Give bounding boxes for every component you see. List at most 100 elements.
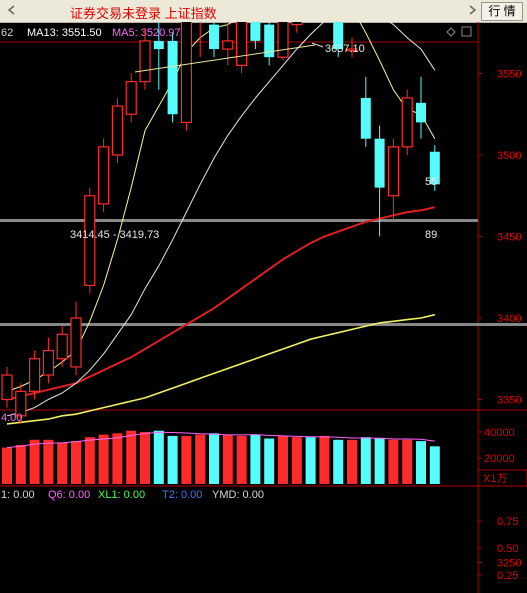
ma55-label: 55 <box>425 176 437 188</box>
candle-body-down <box>429 151 440 185</box>
volume-bar <box>278 435 288 484</box>
volume-bar <box>181 435 192 484</box>
candlestick[interactable] <box>139 27 151 90</box>
candle-body-down <box>333 22 344 50</box>
candlestick[interactable] <box>346 37 358 58</box>
candle-body-down <box>264 24 275 58</box>
volume-bar <box>195 434 206 484</box>
volume-bar <box>416 441 426 484</box>
candlestick[interactable] <box>250 22 261 50</box>
indicator-legend-q6: Q6: 0.00 <box>48 489 90 501</box>
legend-ma13: MA13: 3551.50 <box>27 27 102 39</box>
volume-bar <box>319 435 330 484</box>
ma55-line <box>6 206 436 401</box>
stock-chart[interactable]: 62 MA13: 3551.50 MA5: 3520.97 3600355035… <box>0 22 527 593</box>
volume-bar <box>305 437 316 484</box>
legend-ma5: MA5: 3520.97 <box>112 27 181 39</box>
candle-body-up <box>236 22 248 66</box>
candle-body-up <box>222 40 234 50</box>
indicator-legend-t2: T2: 0.00 <box>162 489 202 501</box>
window-titlebar: 证券交易未登录 上证指数 行 情 <box>0 0 527 23</box>
candle-body-up <box>56 333 68 360</box>
window-title: 证券交易未登录 上证指数 <box>70 6 217 21</box>
ma89-label: 89 <box>425 229 437 241</box>
candle-body-up <box>125 81 137 115</box>
candle-body-up <box>70 317 82 368</box>
candle-body-up <box>97 146 110 205</box>
high-price-label: 3637.10 <box>325 43 365 55</box>
candle-body-down <box>360 97 371 139</box>
volume-bar <box>388 439 399 484</box>
arrow-right-icon[interactable] <box>466 4 478 16</box>
candlestick[interactable] <box>360 76 371 147</box>
candlestick[interactable] <box>277 22 289 61</box>
candlestick[interactable] <box>15 383 27 424</box>
volume-bar <box>57 442 68 484</box>
candlestick[interactable] <box>387 138 399 221</box>
candle-body-up <box>291 22 303 26</box>
candle-body-up <box>1 374 13 401</box>
volume-bar <box>374 438 385 484</box>
candle-body-up <box>139 40 151 83</box>
quote-button[interactable]: 行 情 <box>481 2 523 21</box>
arrow-left-icon[interactable] <box>6 4 18 16</box>
ma13-line <box>6 22 436 417</box>
settings-square-icon[interactable] <box>461 26 472 37</box>
volume-bar <box>402 439 413 484</box>
high-marker-arrow-icon <box>311 42 324 48</box>
candle-body-down <box>209 24 219 50</box>
candle-body-up <box>29 358 41 392</box>
diamond-icon[interactable] <box>446 27 456 37</box>
candlestick[interactable] <box>209 22 219 58</box>
candlestick[interactable] <box>125 73 137 123</box>
volume-bar <box>236 435 247 484</box>
volume-bar <box>15 445 26 484</box>
volume-unit-label: X1万 <box>483 473 507 485</box>
volume-bar <box>98 434 109 484</box>
volume-bar <box>84 437 95 484</box>
candlestick[interactable] <box>70 301 82 376</box>
volume-bar <box>333 439 344 484</box>
candlestick[interactable] <box>29 350 41 400</box>
candlestick[interactable] <box>97 138 110 213</box>
candlestick[interactable] <box>167 32 178 123</box>
volume-ma-line <box>6 431 435 449</box>
candle-body-up <box>84 195 96 287</box>
volume-bar <box>140 432 150 484</box>
volume-bar <box>360 437 371 484</box>
volume-bar <box>347 439 357 484</box>
candlestick[interactable] <box>264 22 275 66</box>
candlestick[interactable] <box>111 97 124 164</box>
level-line-3290 <box>0 323 527 326</box>
candle-body-down <box>250 22 261 41</box>
candlestick[interactable] <box>222 22 234 66</box>
price-tick-label: 3350 <box>497 395 521 407</box>
high-trendline <box>134 44 316 73</box>
candlestick[interactable] <box>84 187 96 294</box>
candlestick[interactable] <box>429 145 440 191</box>
candle-body-up <box>15 390 27 417</box>
candlestick[interactable] <box>374 125 385 237</box>
candlestick[interactable] <box>56 326 68 367</box>
volume-bar <box>222 434 233 484</box>
candlestick[interactable] <box>333 22 344 58</box>
indicator-legend-xl1: XL1: 0.00 <box>98 489 145 501</box>
volume-bar <box>153 430 164 484</box>
candlestick[interactable] <box>416 76 426 139</box>
candlestick[interactable] <box>1 366 13 408</box>
legend-ma-prefix: 62 <box>1 27 13 39</box>
indicator-tick-075-label: 0.75 <box>497 516 518 528</box>
indicator-legend-1: 1: 0.00 <box>1 489 35 501</box>
level-line-3418 <box>0 219 478 222</box>
candlestick[interactable] <box>236 22 248 74</box>
candlestick[interactable] <box>401 89 413 155</box>
volume-tick-20000-label: 20000 <box>484 453 515 465</box>
candlestick[interactable] <box>153 22 164 90</box>
candlestick[interactable] <box>291 22 303 33</box>
volume-bar <box>112 433 123 484</box>
candlestick[interactable] <box>42 337 55 384</box>
candlestick[interactable] <box>195 22 205 58</box>
candlestick[interactable] <box>180 22 192 131</box>
indicator-tick-050-label: 0.50 <box>497 543 518 555</box>
volume-bar <box>209 433 219 484</box>
